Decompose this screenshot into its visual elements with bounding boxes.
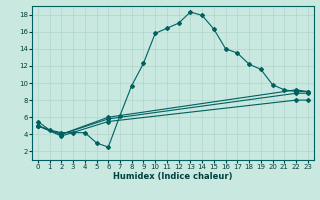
X-axis label: Humidex (Indice chaleur): Humidex (Indice chaleur) xyxy=(113,172,233,181)
